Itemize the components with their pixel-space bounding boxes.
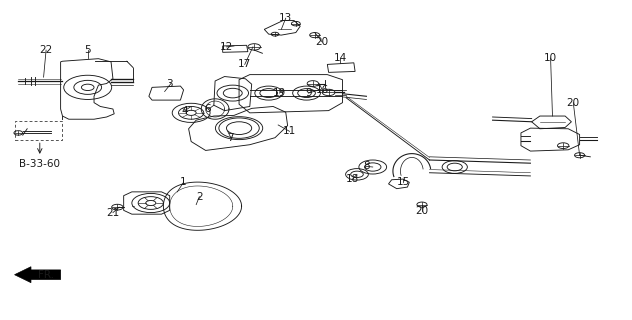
Text: 20: 20 [415, 206, 428, 216]
Text: 1: 1 [180, 177, 187, 187]
Text: 16: 16 [315, 85, 329, 95]
Text: 8: 8 [363, 161, 370, 172]
Text: 13: 13 [279, 13, 293, 23]
Text: 22: 22 [39, 45, 52, 55]
Text: 19: 19 [273, 88, 286, 98]
Text: 4: 4 [181, 106, 188, 116]
Text: 6: 6 [204, 104, 211, 114]
Text: 10: 10 [544, 53, 557, 63]
Text: 14: 14 [333, 53, 346, 63]
Text: 20: 20 [316, 37, 329, 47]
Text: FR.: FR. [38, 270, 54, 280]
Bar [15, 121, 62, 140]
Text: 7: 7 [228, 133, 234, 143]
Text: 20: 20 [567, 98, 580, 108]
Text: 11: 11 [283, 126, 296, 136]
Text: 2: 2 [196, 192, 203, 202]
Polygon shape [15, 267, 61, 283]
Text: 3: 3 [166, 78, 173, 89]
Text: 21: 21 [106, 208, 119, 218]
Text: 5: 5 [85, 45, 91, 55]
Text: 12: 12 [220, 42, 233, 52]
Text: 18: 18 [346, 174, 359, 184]
Text: 15: 15 [396, 177, 410, 187]
Text: B-33-60: B-33-60 [20, 159, 60, 169]
Text: 9: 9 [305, 88, 312, 98]
Text: 17: 17 [238, 60, 252, 69]
